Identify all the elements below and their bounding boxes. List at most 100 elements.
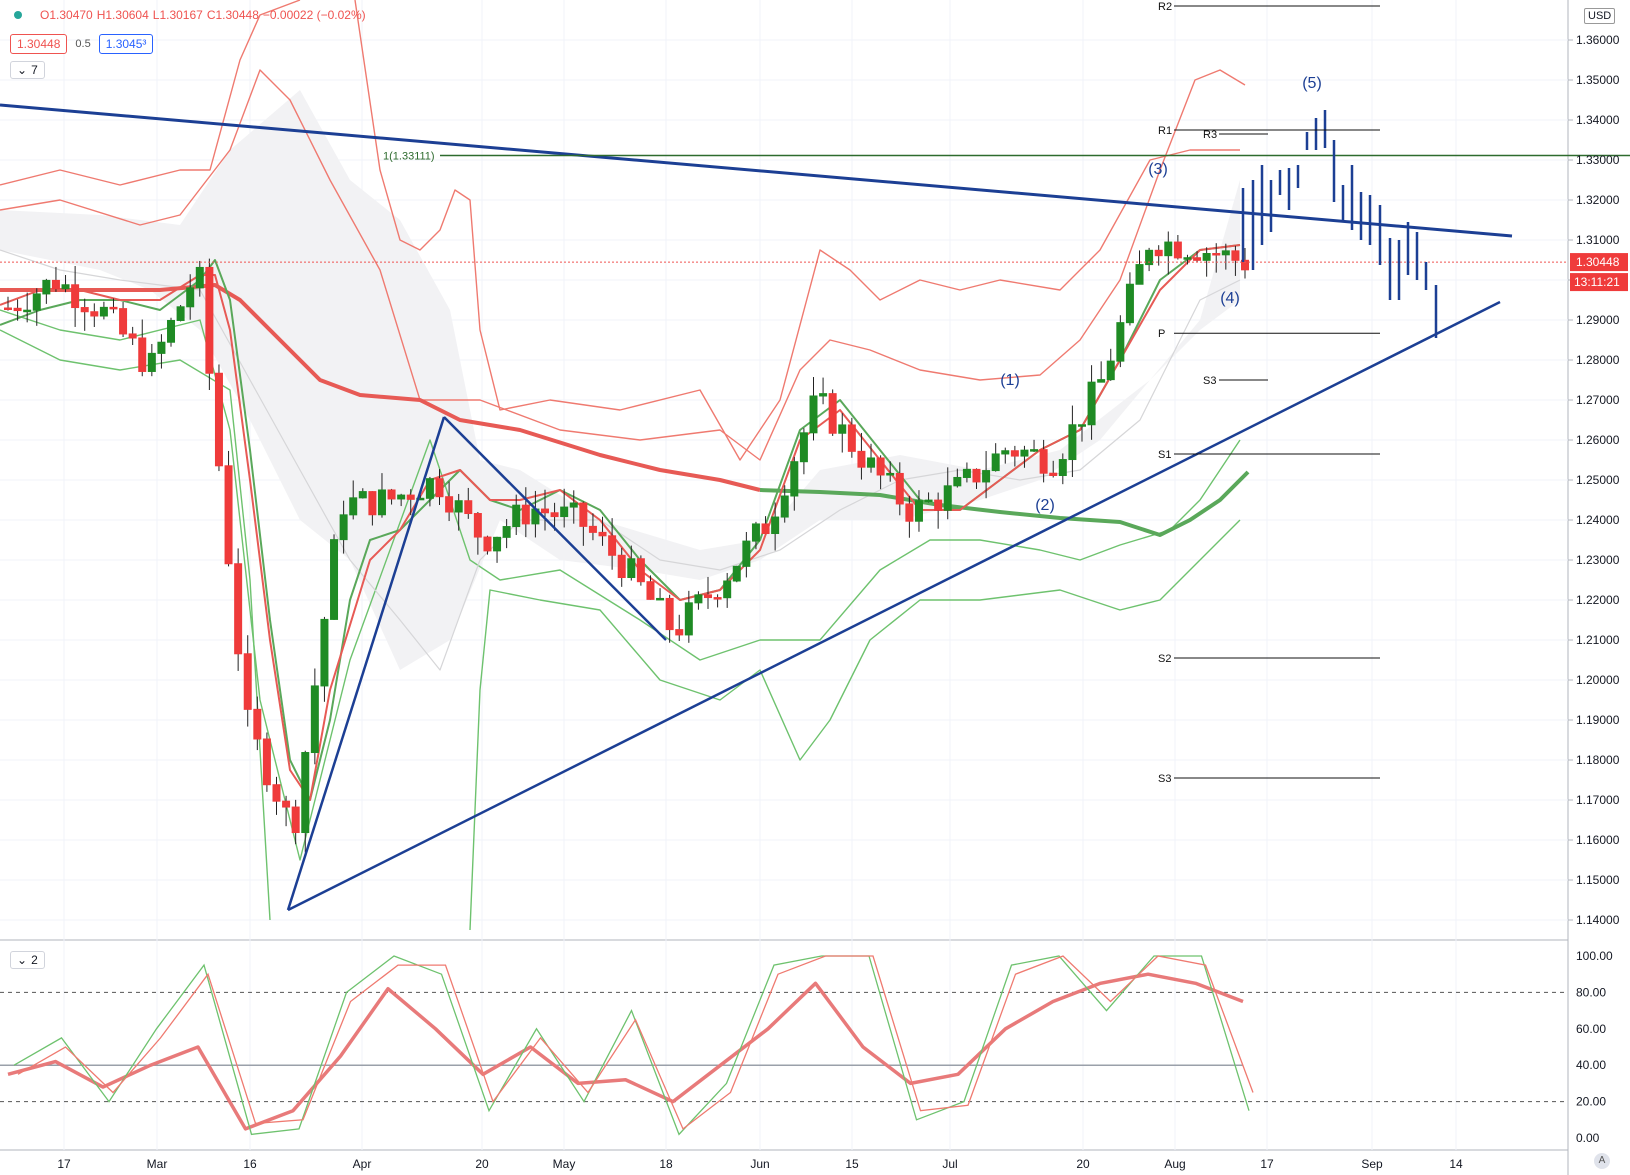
candle-body: [157, 341, 166, 354]
price-tick-label: 1.16000: [1576, 833, 1620, 847]
candle-body: [32, 293, 41, 311]
time-axis[interactable]: 17 Mar 16 Apr 20 May 18 Jun 15 Jul 20 Aug 17 Sep 14: [57, 1157, 1463, 1171]
time-tick-label: 17: [1260, 1157, 1274, 1171]
pivot-label: R1: [1158, 125, 1172, 137]
price-axis[interactable]: 1.36000 1.35000 1.34000 1.33000 1.32000 1.310…: [1568, 33, 1628, 1145]
osc-tick-label: 80.00: [1576, 985, 1606, 999]
drawing-overlays[interactable]: 1(1.33111) (1) (2) (3) (4) (5): [0, 75, 1630, 912]
candle-body: [224, 465, 233, 565]
time-tick-label: Jul: [942, 1157, 957, 1171]
candle-body: [656, 597, 665, 601]
candle-body: [339, 514, 348, 541]
currency-label[interactable]: USD: [1584, 8, 1616, 24]
pivot-label: R3: [1203, 129, 1217, 141]
candle-body: [934, 499, 943, 511]
candle-body: [924, 499, 933, 503]
pivot-levels: R2 R1 R3 P S3 S1 S2 S3: [1158, 1, 1380, 785]
candle-body: [71, 284, 80, 309]
candle-body: [205, 266, 214, 374]
buy-price-button[interactable]: 1.3045³: [98, 34, 154, 54]
candle-body: [99, 306, 108, 317]
price-tick-label: 1.36000: [1576, 33, 1620, 47]
candle-body: [1039, 449, 1048, 474]
upper-band-outer: [0, 0, 301, 186]
time-tick-label: 17: [57, 1157, 71, 1171]
candle-body: [684, 602, 693, 636]
price-tick-label: 1.14000: [1576, 913, 1620, 927]
candle-body: [445, 496, 454, 513]
price-tick-label: 1.31000: [1576, 233, 1620, 247]
countdown-label: 13:11:21: [1574, 275, 1620, 289]
candle-body: [1010, 450, 1019, 457]
candle-body: [167, 319, 176, 343]
price-tick-label: 1.26000: [1576, 433, 1620, 447]
candle-body: [521, 504, 530, 525]
wave-label: (5): [1302, 75, 1322, 92]
candle-body: [1241, 259, 1249, 271]
close-value: C1.30448: [206, 8, 259, 22]
change-value: −0.00022 (−0.02%): [262, 8, 366, 22]
candle-body: [982, 470, 991, 483]
candle-body: [483, 536, 492, 552]
candle-body: [243, 653, 252, 710]
candle-body: [1116, 322, 1125, 362]
candle-body: [588, 525, 597, 533]
price-tick-label: 1.27000: [1576, 393, 1620, 407]
candle-body: [895, 472, 904, 505]
candle-body: [195, 266, 204, 289]
candle-body: [186, 287, 195, 308]
candle-body: [272, 784, 281, 802]
fib-level-label: 1(1.33111): [383, 151, 435, 163]
auto-scale-button[interactable]: A: [1594, 1153, 1610, 1169]
price-tick-label: 1.21000: [1576, 633, 1620, 647]
candle-body: [617, 554, 626, 579]
candle-body: [665, 597, 674, 631]
candle-body: [780, 495, 789, 518]
candle-body: [435, 478, 444, 498]
candle-body: [847, 424, 856, 452]
candle-body: [1154, 249, 1163, 257]
open-value: O1.30470: [40, 8, 93, 22]
candle-body: [1106, 360, 1115, 381]
candle-body: [1077, 424, 1086, 427]
candle-body: [713, 597, 722, 600]
candle-body: [1145, 249, 1154, 266]
main-pane-indicators-toggle[interactable]: ⌄ 7: [10, 61, 45, 79]
candle-body: [636, 558, 645, 583]
oscillator-pane-toggle[interactable]: ⌄ 2: [10, 951, 45, 969]
candle-body: [512, 504, 521, 528]
resistance-trendline: [0, 103, 1513, 238]
candle-body: [42, 279, 51, 295]
candle-body: [1049, 472, 1058, 477]
candle-body: [291, 806, 300, 834]
candle-body: [13, 307, 22, 312]
low-value: L1.30167: [152, 8, 203, 22]
ohlc-legend: O1.30470 H1.30604 L1.30167 C1.30448 −0.0…: [14, 8, 366, 22]
price-tick-label: 1.35000: [1576, 73, 1620, 87]
time-tick-label: 14: [1449, 1157, 1463, 1171]
indicator-bands: [0, 0, 1250, 931]
osc-tick-label: 100.00: [1576, 949, 1613, 963]
candle-body: [23, 309, 32, 313]
candle-body: [723, 580, 732, 599]
candle-body: [761, 523, 770, 535]
candle-body: [943, 485, 952, 511]
candle-body: [377, 489, 386, 516]
candle-body: [1164, 241, 1173, 257]
pivot-label: P: [1158, 328, 1165, 340]
candle-body: [1212, 253, 1221, 256]
candle-body: [61, 284, 70, 290]
candle-body: [406, 494, 415, 500]
upper-band-outer-2: [354, 0, 1240, 461]
sell-price-button[interactable]: 1.30448: [10, 34, 68, 54]
candle-body: [627, 558, 636, 579]
candle-body: [1097, 379, 1106, 383]
candle-body: [493, 536, 502, 552]
candle-body: [1231, 250, 1240, 261]
candle-body: [646, 581, 655, 600]
price-tick-label: 1.28000: [1576, 353, 1620, 367]
time-tick-label: Aug: [1164, 1157, 1185, 1171]
candle-body: [1001, 450, 1010, 455]
osc-tick-label: 0.00: [1576, 1131, 1600, 1145]
